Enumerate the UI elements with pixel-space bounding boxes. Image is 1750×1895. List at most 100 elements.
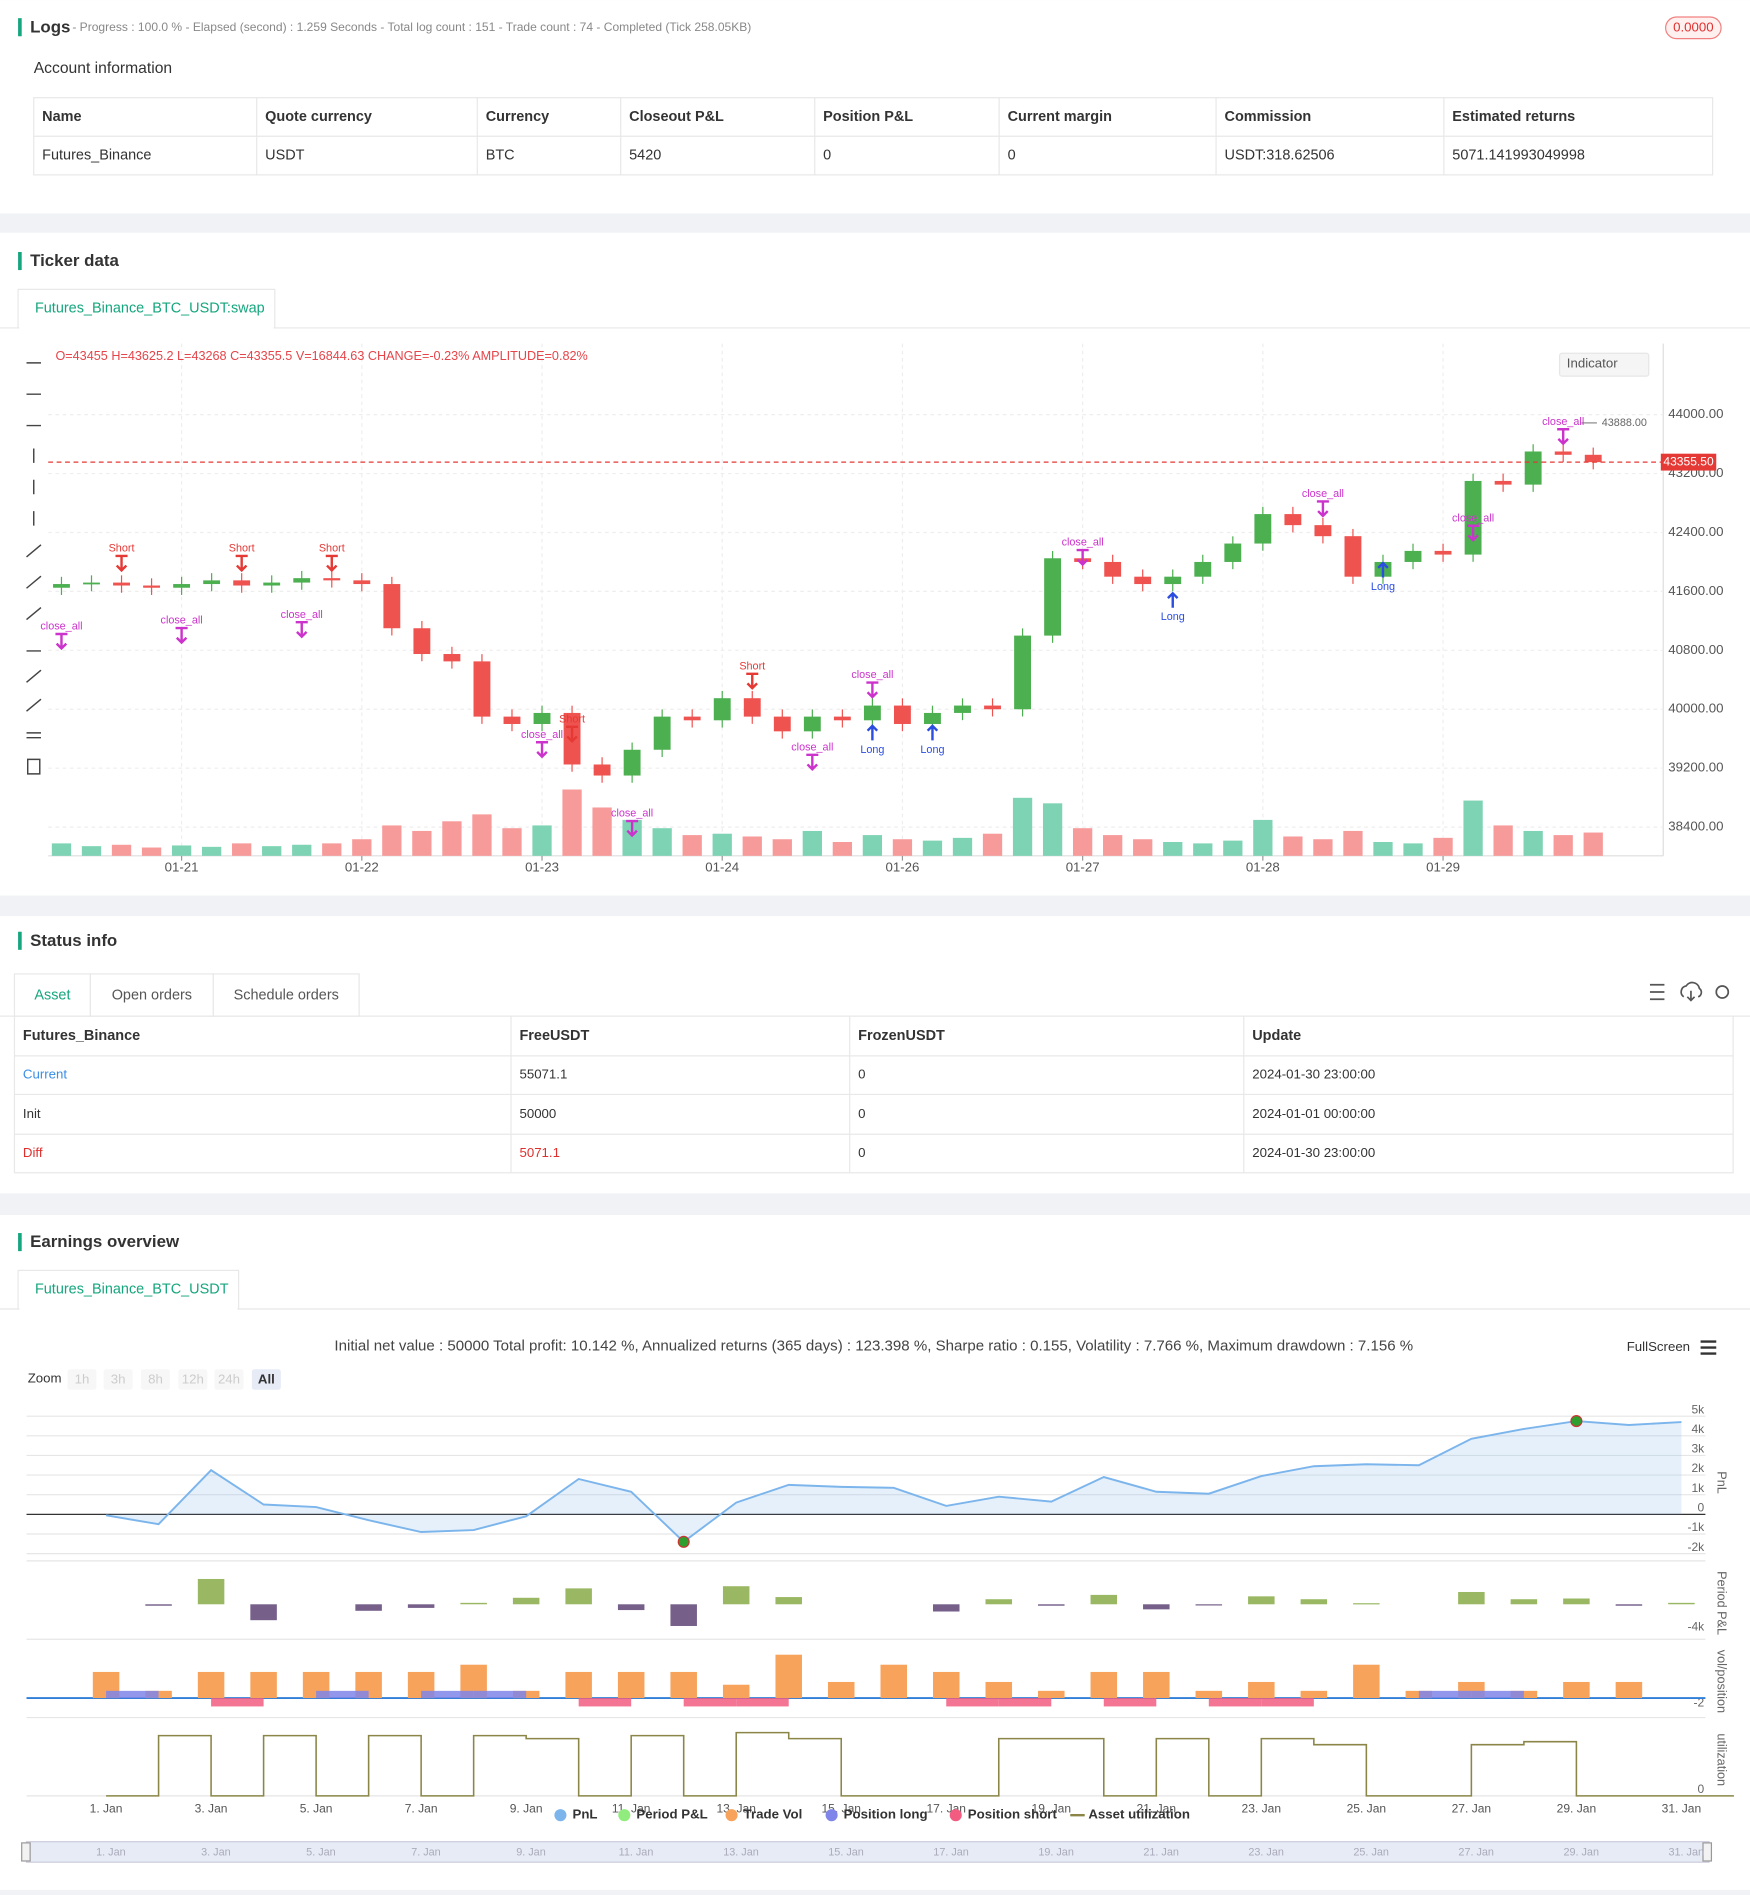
- tab-label[interactable]: Schedule orders: [234, 987, 339, 1003]
- volume-bar: [1283, 836, 1303, 856]
- volume-bar: [742, 836, 762, 856]
- candle: [1014, 635, 1032, 710]
- zoom-label[interactable]: 8h: [148, 1372, 163, 1387]
- bar: [565, 1588, 592, 1605]
- candle: [683, 716, 701, 721]
- menu-icon[interactable]: [1700, 1340, 1717, 1355]
- zoom-label[interactable]: 12h: [182, 1372, 204, 1387]
- candle: [1164, 576, 1182, 585]
- zoom-button[interactable]: [214, 1369, 244, 1390]
- tab-label[interactable]: Asset: [34, 987, 70, 1003]
- legend-label[interactable]: PnL: [572, 1807, 597, 1822]
- legend-label[interactable]: Period P&L: [636, 1807, 707, 1822]
- position-bar: [1471, 1690, 1524, 1699]
- candle: [1104, 561, 1122, 577]
- tab[interactable]: [17, 288, 276, 329]
- settings-icon[interactable]: [1715, 985, 1730, 999]
- zoom-button[interactable]: [103, 1369, 133, 1390]
- position-bar: [998, 1698, 1052, 1707]
- trade-marker-label: close_all: [1062, 537, 1104, 549]
- tool-icons[interactable]: [26, 362, 42, 775]
- indicator-label[interactable]: Indicator: [1567, 356, 1618, 371]
- position-bar: [106, 1690, 159, 1699]
- candle: [1044, 558, 1062, 636]
- trade-marker-label: Long: [1161, 611, 1185, 623]
- position-bar: [1103, 1698, 1157, 1707]
- fullscreen[interactable]: FullScreen: [1627, 1339, 1690, 1354]
- trade-marker-label: close_all: [40, 621, 82, 633]
- candle: [984, 705, 1001, 710]
- zoom-button[interactable]: [251, 1369, 281, 1390]
- download-icon[interactable]: [1680, 981, 1703, 1002]
- utilization-line: [106, 1731, 1734, 1797]
- candle: [1434, 550, 1452, 555]
- status-icons: [1649, 981, 1730, 1002]
- tab-label[interactable]: Futures_Binance_BTC_USDT: [35, 1282, 229, 1298]
- trade-marker: [1377, 561, 1389, 578]
- bar: [512, 1597, 540, 1605]
- bar: [1090, 1671, 1118, 1699]
- navigator-label: 5. Jan: [306, 1846, 336, 1858]
- section-title: Earnings overview: [30, 1232, 180, 1251]
- zoom-label[interactable]: 3h: [111, 1372, 126, 1387]
- legend-label[interactable]: Position long: [844, 1807, 928, 1822]
- tab-label[interactable]: Open orders: [112, 987, 192, 1003]
- x-tick-label: 01-21: [165, 859, 199, 874]
- bar: [1143, 1671, 1170, 1699]
- trade-marker: [115, 554, 128, 573]
- zoom-button[interactable]: [67, 1369, 97, 1390]
- tab-label[interactable]: Futures_Binance_BTC_USDT:swap: [35, 300, 265, 316]
- zoom-label[interactable]: 24h: [218, 1372, 240, 1387]
- extreme-point: [677, 1535, 690, 1548]
- volume-bar: [772, 839, 792, 856]
- menu-icon[interactable]: [1649, 983, 1665, 1001]
- volume-bar: [682, 835, 702, 856]
- trade-marker-label: Long: [860, 744, 884, 756]
- bar: [1038, 1690, 1065, 1699]
- bar: [565, 1671, 592, 1699]
- volume-bar: [1433, 837, 1453, 856]
- legend-label[interactable]: Trade Vol: [744, 1807, 803, 1822]
- volume-bar: [1373, 842, 1393, 856]
- navigator[interactable]: [25, 1841, 1710, 1863]
- zoom-label[interactable]: 1h: [75, 1372, 90, 1387]
- volume-bar: [292, 844, 312, 856]
- trade-marker: [806, 753, 819, 771]
- navigator-handle[interactable]: [21, 1842, 31, 1862]
- zoom-button[interactable]: [141, 1369, 170, 1390]
- legend-symbol: [618, 1809, 631, 1822]
- navigator-handle[interactable]: [1702, 1842, 1713, 1862]
- candle: [954, 705, 971, 713]
- tab[interactable]: [89, 973, 214, 1017]
- trade-marker-label: close_all: [161, 615, 203, 627]
- panel-label: utilization: [1715, 1733, 1729, 1786]
- navigator-label: 25. Jan: [1353, 1846, 1389, 1858]
- volume-bar: [352, 839, 372, 856]
- indicator-button[interactable]: [1558, 352, 1650, 377]
- section-marker: [18, 931, 22, 950]
- bar: [1615, 1681, 1643, 1699]
- volume-bar: [862, 835, 883, 856]
- zoom-label[interactable]: All: [258, 1372, 275, 1387]
- trade-marker: [535, 741, 549, 759]
- bar: [932, 1604, 960, 1612]
- volume-bar: [1223, 840, 1243, 856]
- last-price-label: 43355.50: [1663, 454, 1714, 468]
- candle: [1224, 543, 1242, 562]
- candle: [1554, 451, 1572, 455]
- tab[interactable]: [17, 1269, 240, 1310]
- table-cell: 5420: [629, 147, 661, 163]
- x-tick-label: 01-23: [525, 859, 559, 874]
- trade-marker: [746, 672, 759, 690]
- volume-bar: [1553, 835, 1573, 856]
- candle: [473, 661, 491, 717]
- candle: [203, 580, 221, 585]
- bar: [932, 1671, 960, 1699]
- zoom-button[interactable]: [178, 1369, 208, 1390]
- bar: [197, 1578, 225, 1605]
- table-header: FrozenUSDT: [858, 1028, 945, 1044]
- legend-label[interactable]: Position short: [968, 1807, 1058, 1822]
- candle: [623, 749, 641, 776]
- tab[interactable]: [212, 973, 360, 1017]
- legend-label[interactable]: Asset utilization: [1088, 1807, 1190, 1822]
